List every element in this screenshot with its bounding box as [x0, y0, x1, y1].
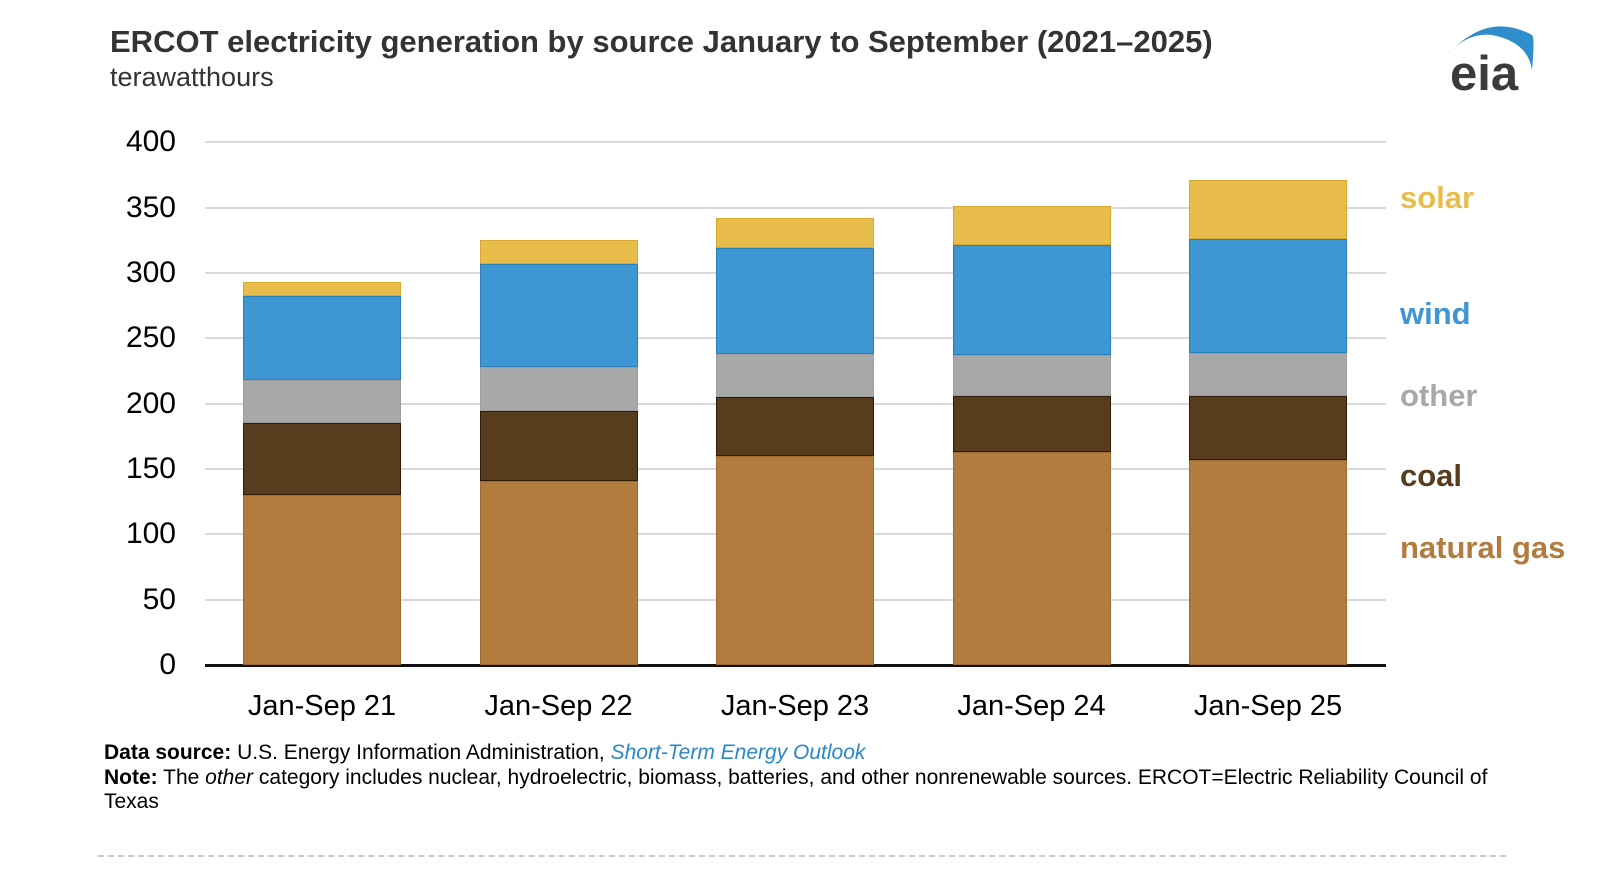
- x-tick-label-Jan-Sep-21: Jan-Sep 21: [247, 690, 397, 722]
- y-tick-label-100: 100: [125, 517, 176, 551]
- y-tick-label-200: 200: [125, 386, 176, 420]
- bar-segment-other-Jan-Sep-23: [716, 353, 874, 398]
- chart-title: ERCOT electricity generation by source J…: [110, 24, 1213, 59]
- x-axis-baseline: [205, 664, 1386, 667]
- bar-segment-coal-Jan-Sep-22: [479, 411, 638, 481]
- note-text-other-italic: other: [205, 765, 254, 789]
- bar-segment-coal-Jan-Sep-25: [1189, 395, 1347, 460]
- x-tick-label-Jan-Sep-23: Jan-Sep 23: [720, 690, 870, 722]
- x-tick-label-Jan-Sep-22: Jan-Sep 22: [484, 690, 633, 722]
- bar-segment-other-Jan-Sep-22: [479, 367, 638, 412]
- y-tick-label-50: 50: [142, 582, 176, 616]
- note-text-3: Texas: [104, 790, 159, 813]
- data-source-line: Data source: U.S. Energy Information Adm…: [104, 741, 1504, 766]
- bar-segment-natural-gas-Jan-Sep-25: [1189, 459, 1347, 665]
- bar-segment-wind-Jan-Sep-24: [952, 245, 1111, 356]
- note-label: Note:: [104, 765, 158, 789]
- bar-segment-other-Jan-Sep-25: [1189, 352, 1347, 396]
- bar-segment-coal-Jan-Sep-24: [952, 395, 1111, 452]
- bar-segment-coal-Jan-Sep-23: [716, 397, 874, 456]
- dashed-separator: [98, 855, 1506, 857]
- note-line: Note: The other category includes nuclea…: [104, 766, 1504, 815]
- y-tick-label-250: 250: [125, 321, 176, 355]
- y-tick-label-400: 400: [125, 125, 176, 159]
- bar-segment-other-Jan-Sep-24: [952, 355, 1111, 396]
- eia-logo-graphic: eia: [1446, 26, 1534, 101]
- bar-segment-solar-Jan-Sep-23: [716, 218, 874, 249]
- bar-segment-other-Jan-Sep-21: [243, 380, 401, 424]
- bar-segment-solar-Jan-Sep-24: [952, 206, 1111, 246]
- bar-segment-solar-Jan-Sep-25: [1189, 180, 1347, 239]
- eia-logo-text: eia: [1450, 47, 1519, 98]
- y-tick-label-300: 300: [125, 255, 176, 289]
- bar-segment-coal-Jan-Sep-21: [243, 423, 401, 496]
- data-source-text: U.S. Energy Information Administration,: [237, 741, 605, 764]
- bar-segment-natural-gas-Jan-Sep-22: [479, 480, 638, 665]
- x-tick-label-Jan-Sep-25: Jan-Sep 25: [1193, 690, 1343, 722]
- y-tick-label-150: 150: [125, 451, 176, 485]
- legend-label-natural-gas: natural gas: [1400, 530, 1566, 565]
- bar-segment-wind-Jan-Sep-22: [479, 263, 638, 367]
- note-text-1: The: [163, 765, 200, 789]
- bar-segment-solar-Jan-Sep-22: [479, 240, 638, 264]
- y-tick-label-350: 350: [125, 190, 176, 224]
- bar-segment-solar-Jan-Sep-21: [243, 282, 401, 297]
- gridline-350: [205, 206, 1386, 209]
- bar-segment-wind-Jan-Sep-25: [1189, 238, 1347, 353]
- legend-label-coal: coal: [1400, 458, 1463, 493]
- x-tick-label-Jan-Sep-24: Jan-Sep 24: [957, 690, 1106, 722]
- bar-segment-natural-gas-Jan-Sep-24: [952, 451, 1111, 665]
- bar-segment-natural-gas-Jan-Sep-21: [243, 495, 401, 665]
- legend-label-other: other: [1400, 378, 1478, 413]
- eia-logo[interactable]: eia: [1440, 20, 1540, 101]
- data-source-label: Data source:: [104, 741, 232, 764]
- steo-report-link[interactable]: Short-Term Energy Outlook: [610, 741, 866, 764]
- bar-segment-wind-Jan-Sep-21: [243, 296, 401, 381]
- legend-label-wind: wind: [1400, 296, 1471, 331]
- legend-label-solar: solar: [1400, 180, 1475, 215]
- bar-segment-natural-gas-Jan-Sep-23: [716, 455, 874, 665]
- note-text-2: category includes nuclear, hydroelectric…: [258, 765, 1488, 789]
- gridline-400: [205, 141, 1386, 144]
- eia-logo-swoosh-icon: [1446, 26, 1534, 71]
- chart-subtitle-units: terawatthours: [110, 62, 274, 92]
- bar-segment-wind-Jan-Sep-23: [716, 248, 874, 354]
- footnotes: Data source: U.S. Energy Information Adm…: [104, 741, 1504, 815]
- y-tick-label-0: 0: [159, 648, 176, 681]
